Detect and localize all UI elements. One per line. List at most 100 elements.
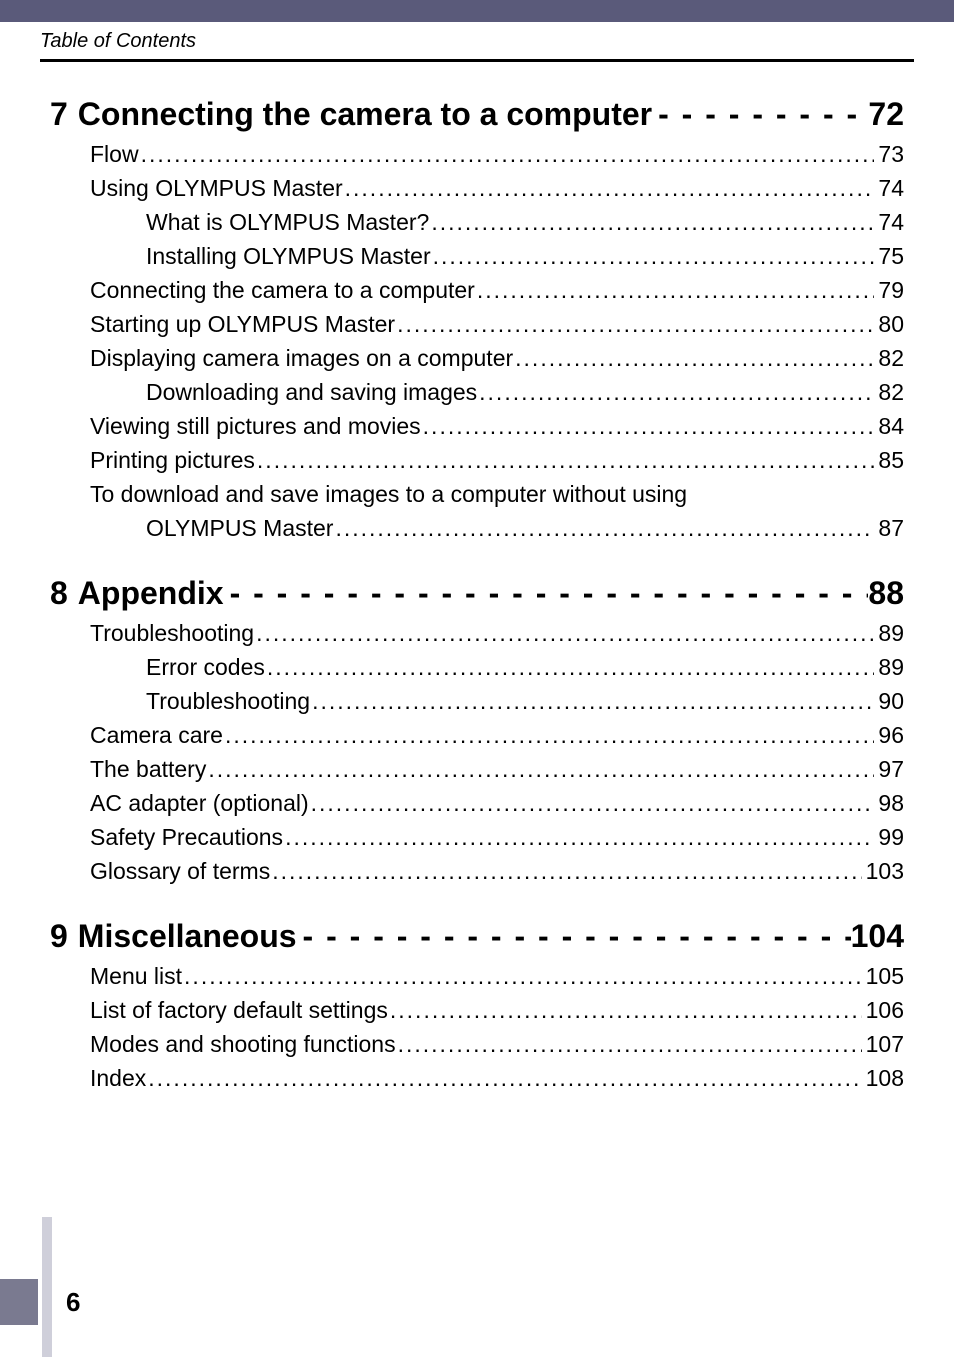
toc-page: 97: [874, 752, 904, 786]
toc-label: Starting up OLYMPUS Master: [90, 307, 395, 341]
toc-label: Connecting the camera to a computer: [90, 273, 475, 307]
toc-list: Menu list105List of factory default sett…: [50, 955, 904, 1113]
toc-entry[interactable]: Displaying camera images on a computer82: [90, 341, 904, 375]
dot-leader: [146, 1061, 861, 1095]
toc-label: What is OLYMPUS Master?: [146, 205, 429, 239]
section-page: 88: [868, 575, 904, 612]
toc-entry[interactable]: Using OLYMPUS Master74: [90, 171, 904, 205]
toc-label: Viewing still pictures and movies: [90, 409, 421, 443]
toc-entry[interactable]: List of factory default settings 106: [90, 993, 904, 1027]
toc-page: 96: [874, 718, 904, 752]
dot-leader: [265, 650, 875, 684]
dot-leader: [254, 616, 874, 650]
toc-label: Safety Precautions: [90, 820, 283, 854]
dot-leader: [396, 1027, 862, 1061]
dot-leader: [283, 820, 874, 854]
toc-page: 85: [874, 443, 904, 477]
toc-page: 103: [862, 854, 904, 888]
dot-leader: [388, 993, 862, 1027]
toc-label: AC adapter (optional): [90, 786, 309, 820]
toc-entry-continuation[interactable]: OLYMPUS Master87: [90, 511, 904, 545]
section-page: 104: [851, 918, 904, 955]
toc-page: 107: [862, 1027, 904, 1061]
toc-page: 84: [874, 409, 904, 443]
toc-entry[interactable]: Troubleshooting 89: [90, 616, 904, 650]
toc-entry[interactable]: Starting up OLYMPUS Master80: [90, 307, 904, 341]
dot-leader: [182, 959, 862, 993]
toc-page: 98: [874, 786, 904, 820]
section-number: 8: [50, 575, 68, 612]
dot-leader: [223, 718, 874, 752]
dot-leader: [309, 786, 875, 820]
toc-label: Printing pictures: [90, 443, 255, 477]
toc-label: Flow: [90, 137, 139, 171]
toc-entry[interactable]: To download and save images to a compute…: [90, 477, 904, 511]
toc-entry[interactable]: Index108: [90, 1061, 904, 1095]
dot-leader: [421, 409, 875, 443]
toc-entry[interactable]: Printing pictures 85: [90, 443, 904, 477]
section-number: 9: [50, 918, 68, 955]
toc-label: Glossary of terms: [90, 854, 270, 888]
toc-page: 75: [874, 239, 904, 273]
toc-label: The battery: [90, 752, 206, 786]
toc-page: 90: [874, 684, 904, 718]
toc-page: 79: [874, 273, 904, 307]
toc-entry[interactable]: Safety Precautions 99: [90, 820, 904, 854]
toc-entry[interactable]: Glossary of terms 103: [90, 854, 904, 888]
section-heading[interactable]: 9 Miscellaneous - - - - - - - - - - - - -…: [50, 918, 904, 955]
top-accent-bar: [0, 0, 954, 22]
toc-page: 99: [874, 820, 904, 854]
toc-label: List of factory default settings: [90, 993, 388, 1027]
toc-page: 106: [862, 993, 904, 1027]
toc-entry[interactable]: Menu list105: [90, 959, 904, 993]
dot-leader: [431, 239, 875, 273]
toc-entry[interactable]: AC adapter (optional) 98: [90, 786, 904, 820]
dash-leader: - - - - - - - - - - - - - - - - - - - - …: [297, 918, 851, 955]
toc-page: 74: [874, 205, 904, 239]
toc-entry[interactable]: Camera care 96: [90, 718, 904, 752]
toc-page: 108: [862, 1061, 904, 1095]
dot-leader: [395, 307, 874, 341]
toc-content: 7Connecting the camera to a computer - -…: [0, 62, 954, 1113]
toc-entry[interactable]: Installing OLYMPUS Master75: [90, 239, 904, 273]
dot-leader: [343, 171, 875, 205]
toc-entry[interactable]: Connecting the camera to a computer 79: [90, 273, 904, 307]
toc-label: Modes and shooting functions: [90, 1027, 396, 1061]
toc-page: 105: [862, 959, 904, 993]
footer: 6: [0, 1279, 80, 1325]
toc-entry[interactable]: Modes and shooting functions 107: [90, 1027, 904, 1061]
toc-entry[interactable]: Viewing still pictures and movies 84: [90, 409, 904, 443]
toc-page: 73: [874, 137, 904, 171]
section-title: Appendix: [78, 575, 224, 612]
toc-entry[interactable]: What is OLYMPUS Master? 74: [90, 205, 904, 239]
footer-thin-bar: [42, 1217, 52, 1357]
section-title: Miscellaneous: [78, 918, 297, 955]
toc-label: To download and save images to a compute…: [90, 477, 687, 511]
dot-leader: [270, 854, 861, 888]
toc-list: Flow 73Using OLYMPUS Master74What is OLYM…: [50, 133, 904, 563]
toc-list: Troubleshooting89Error codes89Troublesho…: [50, 612, 904, 906]
header-label: Table of Contents: [0, 22, 954, 57]
toc-label: Camera care: [90, 718, 223, 752]
toc-entry[interactable]: Error codes 89: [90, 650, 904, 684]
toc-entry[interactable]: Troubleshooting 90: [90, 684, 904, 718]
toc-entry[interactable]: The battery 97: [90, 752, 904, 786]
dot-leader: [206, 752, 874, 786]
toc-label: Error codes: [146, 650, 265, 684]
toc-label: Troubleshooting: [146, 684, 310, 718]
section-heading[interactable]: 7Connecting the camera to a computer - -…: [50, 96, 904, 133]
section-title: Connecting the camera to a computer: [78, 96, 652, 133]
dot-leader: [477, 375, 874, 409]
toc-entry[interactable]: Downloading and saving images82: [90, 375, 904, 409]
toc-label: Troubleshooting: [90, 616, 254, 650]
footer-bar: [0, 1279, 38, 1325]
toc-page: 89: [874, 650, 904, 684]
dot-leader: [475, 273, 875, 307]
toc-label: OLYMPUS Master: [146, 511, 333, 545]
toc-page: 89: [874, 616, 904, 650]
dot-leader: [310, 684, 874, 718]
toc-entry[interactable]: Flow 73: [90, 137, 904, 171]
dash-leader: - - - - - - - - - - - - - - - - - - - - …: [224, 575, 869, 612]
section-heading[interactable]: 8 Appendix - - - - - - - - - - - - - - - …: [50, 575, 904, 612]
section-page: 72: [868, 96, 904, 133]
